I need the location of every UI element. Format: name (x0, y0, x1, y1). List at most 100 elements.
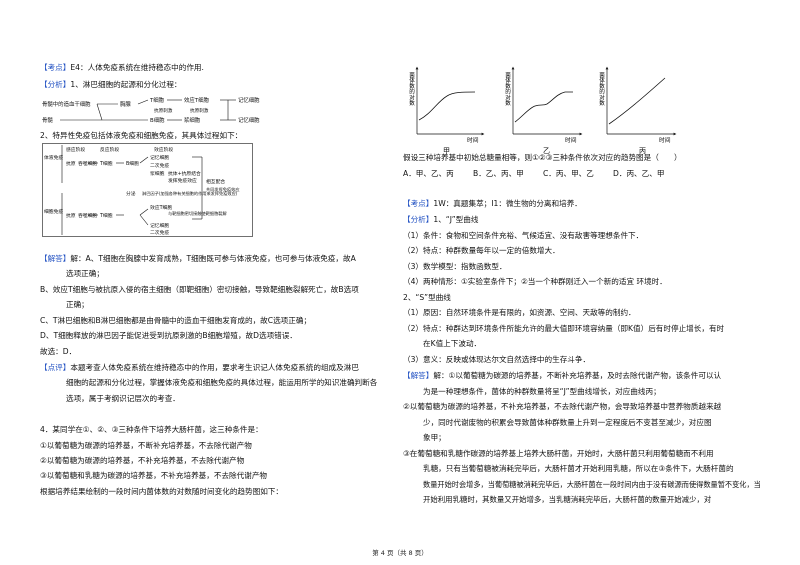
curve-bing (608, 77, 666, 125)
d2-phase1: 感应阶段 (66, 146, 85, 153)
d1-bone-marrow: 骨髓 (42, 116, 53, 124)
jieda-text: 解：A、T细胞在胸腺中发育成熟，T细胞既可参与体液免疫，也可参与体液免疫，故A (70, 254, 356, 263)
r-jieda-line-1: ②以葡萄糖为碳源的培养基，不补充培养基，不去除代谢产物，会导致培养基中营养物质越… (403, 402, 722, 411)
d1-antigen-a: 抗原刺激 (154, 107, 173, 114)
d2-phagocyte: 吞噬细胞 (78, 160, 97, 167)
q4-line-0: 4．某同学在①、②、③三种条件下培养大肠杆菌，这三种条件是： (40, 425, 263, 434)
d2-lymphokine: 淋巴因子(加强各种有关细胞的作用来发挥免疫效应) (142, 190, 238, 197)
d1-t-cell: T细胞 (149, 96, 165, 104)
right-line-2: （3）数学模型：指数函数型． (403, 262, 507, 271)
left-line-5: 故选：D． (40, 347, 77, 356)
d2-bind: 抗体+抗原结合 (168, 170, 201, 177)
left-line-1: B、效应T细胞与被抗原入侵的宿主细胞（即靶细胞）密切接触，导致靶细胞裂解死亡，故… (40, 285, 359, 294)
right-line-1: （2）特点：种群数量每年以一定的倍数增大． (403, 246, 560, 255)
graph-bing: 菌体数的对数 时间 (598, 66, 677, 144)
r-jieda-tag: 【解答】 (403, 371, 434, 380)
trend-graphs: 菌体数的对数 时间 菌体数的对数 时间 菌体数的对数 时间 (408, 66, 677, 144)
left-line-3: C、T淋巴细胞和B淋巴细胞都是由骨髓中的造血干细胞发育成的，故C选项正确； (40, 316, 312, 325)
q4-line-3: ③以葡萄糖和乳糖为碳源的培养基，不补充培养基，不去除代谢产物 (40, 471, 268, 480)
d2-phase3: 效应阶段 (154, 146, 173, 153)
dianping-line-1: 选项，属于考纲识记层次的考查． (66, 394, 180, 403)
dianping-line-0: 细胞的起源和分化过程，掌握体液免疫和细胞免疫的具体过程，能运用所学的知识准确判断… (66, 378, 378, 387)
r-jieda-line-4: ③在葡萄糖和乳糖作碳源的培养基上培养大肠杆菌，开始时，大肠杆菌只利用葡萄糖而不利… (403, 449, 714, 458)
d1-plasma: 浆细胞 (184, 116, 201, 124)
d2-memory: 记忆细胞 (150, 154, 169, 161)
d2-t-cell: T细胞 (99, 160, 113, 167)
graph-yi-xlabel: 时间 (565, 136, 577, 144)
dianping-line: 【点评】本题考查人体免疫系统在维持稳态中的作用，要求考生识记人体免疫系统的组成及… (40, 362, 359, 373)
d2-secrete: 分泌 (126, 190, 136, 197)
d2-cooperate: 相互配合 (206, 178, 225, 185)
right-line-6: （2）特点：种群达到环境条件所能允许的最大值即环境容纳量（即K值）后有时停止增长… (403, 324, 725, 333)
q4-line-2: ②以葡萄糖为碳源的培养基，不补充培养基，不去除代谢产物 (40, 456, 245, 465)
d1-b-cell: B细胞 (150, 116, 165, 124)
kaodian-text: E4：人体免疫系统在维持稳态中的作用. (70, 63, 204, 72)
r-jieda-text: 解：①以葡萄糖为碳源的培养基，不断补充培养基，及时去除代谢产物，该条件可以认 (433, 371, 722, 380)
page-footer: 第 4 页（共 8 页） (372, 549, 428, 557)
d2-second-b: 二次免疫 (150, 229, 169, 236)
right-line-3: （4）两种情形：①实验室条件下；②当一个种群刚迁入一个新的适宜 环境时． (403, 277, 667, 286)
r-jieda-line-5: 乳糖，只有当葡萄糖被消耗完毕后，大肠杆菌才开始利用乳糖，所以在③条件下，大肠杆菌… (423, 464, 734, 473)
r-jieda-line: 【解答】解：①以葡萄糖为碳源的培养基，不断补充培养基，及时去除代谢产物，该条件可… (403, 370, 721, 381)
fenxi-text: 1、淋巴细胞的起源和分化过程： (70, 80, 182, 89)
right-line-7: 在K值上下波动． (423, 339, 482, 348)
dianping-tag: 【点评】 (40, 363, 71, 372)
question-line: 假设三种培养基中初始总糖量相等，则①②③三种条件依次对应的趋势图是（ ） (403, 153, 682, 162)
graph-jia-ylabel: 菌体数的对数 (408, 71, 415, 107)
r-jieda-line-6: 数量开始时会增多，当葡萄糖被消耗完毕后，大肠杆菌在一段时间内由于没有碳源而使得数… (423, 480, 761, 489)
left-line-0: 选项正确； (66, 269, 104, 278)
d2-t-cell-b: T细胞 (99, 212, 113, 219)
graph-bing-xlabel: 时间 (659, 136, 671, 144)
fenxi-line: 【分析】1、淋巴细胞的起源和分化过程： (40, 79, 182, 90)
option-c: C．丙、甲、乙 (543, 169, 594, 178)
option-d: D．丙、乙、甲 (613, 169, 665, 178)
d1-antigen-b: 抗原刺激 (190, 107, 209, 114)
r-kaodian-line: 【考点】1W：真题集萃；I1：微生物的分离和培养． (403, 198, 582, 209)
graph-yi-ylabel: 菌体数的对数 (504, 71, 511, 107)
jieda-tag: 【解答】 (40, 254, 71, 263)
curve-yi (514, 91, 573, 123)
d2-phase2: 反应阶段 (100, 146, 119, 153)
d2-effect: 发挥免疫效应 (168, 177, 197, 184)
d2-plasma: 浆细胞 (150, 170, 165, 177)
lymphocyte-origin-diagram: 骨髓中的造血干细胞 骨髓 胸腺 T细胞 B细胞 效应T细胞 浆细胞 记忆细胞 记… (42, 96, 260, 124)
d1-effector-t: 效应T细胞 (184, 96, 209, 104)
graph-jia-name: 甲 (443, 147, 450, 155)
d2-phagocyte-b: 吞噬细胞 (78, 212, 97, 219)
option-b: B．乙、丙、甲 (473, 169, 524, 178)
kaodian-line: 【考点】E4：人体免疫系统在维持稳态中的作用. (40, 62, 204, 73)
r-kaodian-text: 1W：真题集萃；I1：微生物的分离和培养． (433, 199, 582, 208)
d2-effector-t: 效应T细胞 (150, 204, 172, 211)
graph-yi: 菌体数的对数 时间 (504, 66, 583, 144)
d2-cellular: 细胞免疫 (44, 208, 63, 215)
r-jieda-line-2: 少，同时代谢废物的积累会导致菌体种群数量上升到一定程度后不变甚至减少，对应图 (423, 418, 712, 427)
right-line-4: 2、“S”型曲线 (403, 293, 451, 302)
r-fenxi-tag: 【分析】 (403, 215, 434, 224)
right-line-5: （1）原因：自然环境条件是有限的，如资源、空间、天敌等的制约． (403, 308, 636, 317)
graph-jia: 菌体数的对数 时间 (408, 66, 485, 144)
d2-second: 二次免疫 (150, 162, 169, 169)
d1-thymus: 胸腺 (120, 100, 131, 108)
graph-bing-ylabel: 菌体数的对数 (598, 71, 605, 107)
d2-b-cell: B细胞 (126, 160, 139, 167)
jieda-line: 【解答】解：A、T细胞在胸腺中发育成熟，T细胞既可参与体液免疫，也可参与体液免疫… (40, 253, 356, 264)
d2-humoral: 体液免疫 (44, 154, 63, 161)
fenxi-tag: 【分析】 (40, 80, 71, 89)
r-fenxi-line: 【分析】1、“J”型曲线 (403, 214, 478, 225)
d1-stem-cell: 骨髓中的造血干细胞 (42, 100, 91, 108)
dianping-text: 本题考查人体免疫系统在维持稳态中的作用，要求考生识记人体免疫系统的组成及淋巴 (70, 363, 359, 372)
left-line-2: 正确； (66, 300, 89, 309)
r-jieda-line-3: 象甲； (423, 433, 446, 442)
d2-memory-b: 记忆细胞 (150, 222, 169, 229)
d2-antigen-b: 抗原 (66, 212, 76, 219)
r-fenxi-text: 1、“J”型曲线 (433, 215, 479, 224)
right-line-8: （3）意义：反映或体现达尔文自然选择中的生存斗争． (403, 355, 591, 364)
graph-bing-name: 丙 (639, 147, 646, 155)
d2-target: 与靶细胞密切接触使靶细胞裂解 (168, 210, 227, 217)
option-a: A．甲、乙、丙 (403, 169, 454, 178)
q4-line-4: 根据培养结果绘制的一段时间内菌体数的对数随时间变化的趋势图如下： (40, 487, 283, 496)
curve-jia (418, 91, 476, 121)
d1-memory-a: 记忆细胞 (238, 96, 260, 104)
q4-line-1: ①以葡萄糖为碳源的培养基，不断补充培养基，不去除代谢产物 (40, 441, 252, 450)
d2-together: 共同发挥免疫效应 (206, 186, 240, 193)
